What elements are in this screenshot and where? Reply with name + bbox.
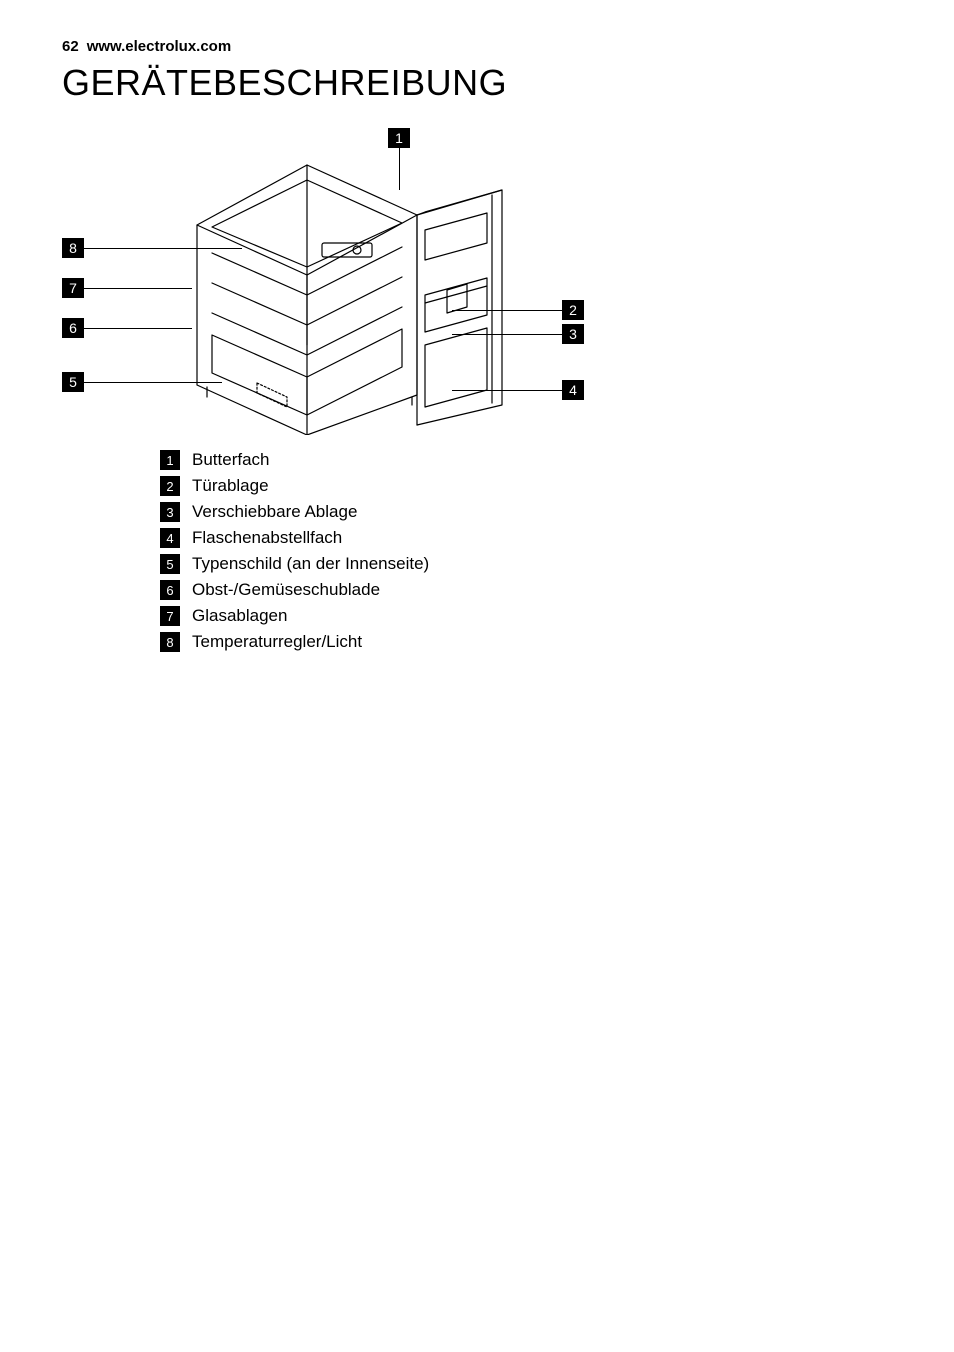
legend-number: 6	[160, 580, 180, 600]
callout-7: 7	[62, 278, 84, 298]
page-number: 62	[62, 38, 79, 55]
legend-label: Typenschild (an der Innenseite)	[192, 554, 429, 574]
legend-number: 5	[160, 554, 180, 574]
legend-number: 4	[160, 528, 180, 548]
legend-item-5: 5 Typenschild (an der Innenseite)	[160, 554, 429, 574]
legend-item-6: 6 Obst-/Gemüseschublade	[160, 580, 429, 600]
callout-line-3	[452, 334, 562, 335]
callout-line-7	[84, 288, 192, 289]
legend-number: 1	[160, 450, 180, 470]
legend-item-8: 8 Temperaturregler/Licht	[160, 632, 429, 652]
callout-4: 4	[562, 380, 584, 400]
callout-line-2	[452, 310, 562, 311]
legend-number: 8	[160, 632, 180, 652]
callout-line-6	[84, 328, 192, 329]
callout-line-5	[84, 382, 222, 383]
header-url: www.electrolux.com	[87, 38, 232, 55]
callout-6: 6	[62, 318, 84, 338]
callout-3: 3	[562, 324, 584, 344]
legend-label: Glasablagen	[192, 606, 287, 626]
callout-2: 2	[562, 300, 584, 320]
appliance-diagram: 1 2 3 4 5 6 7 8	[62, 120, 602, 430]
callout-line-4	[452, 390, 562, 391]
legend-item-2: 2 Türablage	[160, 476, 429, 496]
legend-list: 1 Butterfach 2 Türablage 3 Verschiebbare Abla…	[160, 450, 429, 658]
page-header: 62 www.electrolux.com	[62, 38, 231, 55]
legend-number: 2	[160, 476, 180, 496]
legend-item-3: 3 Verschiebbare Ablage	[160, 502, 429, 522]
legend-number: 3	[160, 502, 180, 522]
legend-label: Obst-/Gemüseschublade	[192, 580, 380, 600]
callout-line-8	[84, 248, 242, 249]
legend-item-7: 7 Glasablagen	[160, 606, 429, 626]
legend-label: Butterfach	[192, 450, 270, 470]
legend-label: Flaschenabstellfach	[192, 528, 342, 548]
callout-1: 1	[388, 128, 410, 148]
callout-8: 8	[62, 238, 84, 258]
callout-line-1	[399, 148, 400, 190]
legend-item-4: 4 Flaschenabstellfach	[160, 528, 429, 548]
callout-5: 5	[62, 372, 84, 392]
legend-number: 7	[160, 606, 180, 626]
legend-label: Temperaturregler/Licht	[192, 632, 362, 652]
legend-label: Türablage	[192, 476, 269, 496]
legend-item-1: 1 Butterfach	[160, 450, 429, 470]
page-title: GERÄTEBESCHREIBUNG	[62, 62, 507, 104]
legend-label: Verschiebbare Ablage	[192, 502, 357, 522]
